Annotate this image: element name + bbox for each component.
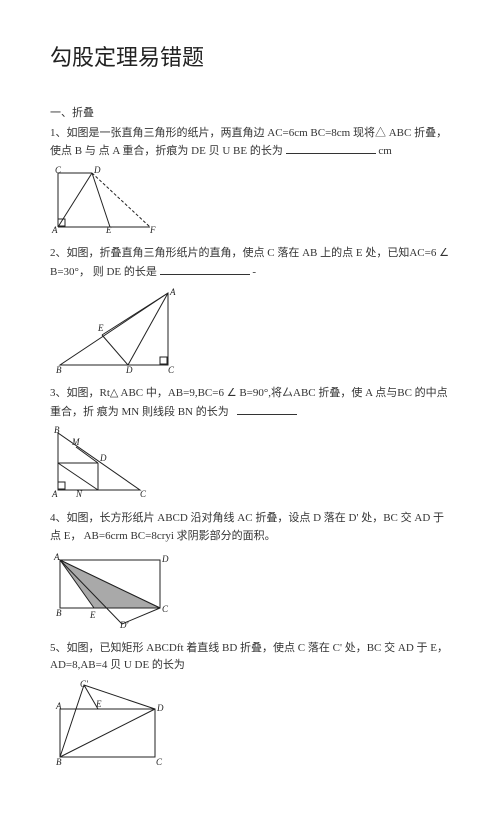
svg-text:B: B	[56, 757, 62, 767]
figure-3: B M D A N C	[50, 425, 450, 500]
svg-text:A: A	[169, 287, 176, 297]
problem-3: 3、如图，Rt△ ABC 中，AB=9,BC=6 ∠ B=90°,将厶ABC 折…	[50, 385, 450, 421]
problem-2-suffix: -	[252, 266, 256, 278]
svg-text:B: B	[54, 425, 60, 435]
problem-5: 5、如图，已知矩形 ABCDft 着直线 BD 折叠，使点 C 落在 C' 处，…	[50, 640, 450, 675]
problem-1-unit: cm	[378, 145, 391, 157]
blank-3	[237, 403, 297, 415]
svg-text:E: E	[97, 323, 104, 333]
svg-text:D: D	[93, 165, 101, 175]
problem-2: 2、如图，折叠直角三角形纸片的直角，使点 C 落在 AB 上的点 E 处，已知A…	[50, 245, 450, 281]
svg-text:D': D'	[119, 620, 129, 630]
svg-text:D: D	[161, 554, 169, 564]
svg-text:D: D	[125, 365, 133, 375]
problem-1: 1、如图是一张直角三角形的纸片，两直角边 AC=6cm BC=8cm 现将△ A…	[50, 125, 450, 161]
svg-text:A: A	[55, 701, 62, 711]
svg-text:C: C	[140, 489, 147, 499]
svg-text:A: A	[51, 225, 58, 235]
svg-text:N: N	[75, 489, 83, 499]
problem-4: 4、如图，长方形纸片 ABCD 沿对角线 AC 折叠，设点 D 落在 D' 处，…	[50, 510, 450, 545]
svg-text:A: A	[53, 552, 60, 562]
svg-text:D: D	[156, 703, 164, 713]
figure-1: C D A E F	[50, 165, 450, 235]
svg-text:E: E	[105, 225, 112, 235]
svg-text:F: F	[149, 225, 156, 235]
svg-text:A: A	[51, 489, 58, 499]
blank-1	[286, 142, 376, 154]
svg-text:C: C	[55, 165, 62, 175]
svg-text:C': C'	[80, 679, 89, 689]
problem-5-text: 5、如图，已知矩形 ABCDft 着直线 BD 折叠，使点 C 落在 C' 处，…	[50, 642, 448, 672]
figure-5: C' A E D B C	[50, 679, 450, 769]
svg-text:B: B	[56, 365, 62, 375]
svg-text:B: B	[56, 608, 62, 618]
figure-2: A E B D C	[50, 285, 450, 375]
svg-text:E: E	[95, 699, 102, 709]
blank-2	[160, 263, 250, 275]
svg-text:E: E	[89, 610, 96, 620]
svg-text:D: D	[99, 453, 107, 463]
problem-4-text: 4、如图，长方形纸片 ABCD 沿对角线 AC 折叠，设点 D 落在 D' 处，…	[50, 512, 444, 542]
svg-text:M: M	[71, 437, 80, 447]
svg-text:C: C	[156, 757, 163, 767]
section-heading: 一、折叠	[50, 105, 450, 123]
page-title: 勾股定理易错题	[50, 40, 450, 75]
figure-4: A D B E C D'	[50, 550, 450, 630]
svg-text:C: C	[168, 365, 175, 375]
svg-text:C: C	[162, 604, 169, 614]
